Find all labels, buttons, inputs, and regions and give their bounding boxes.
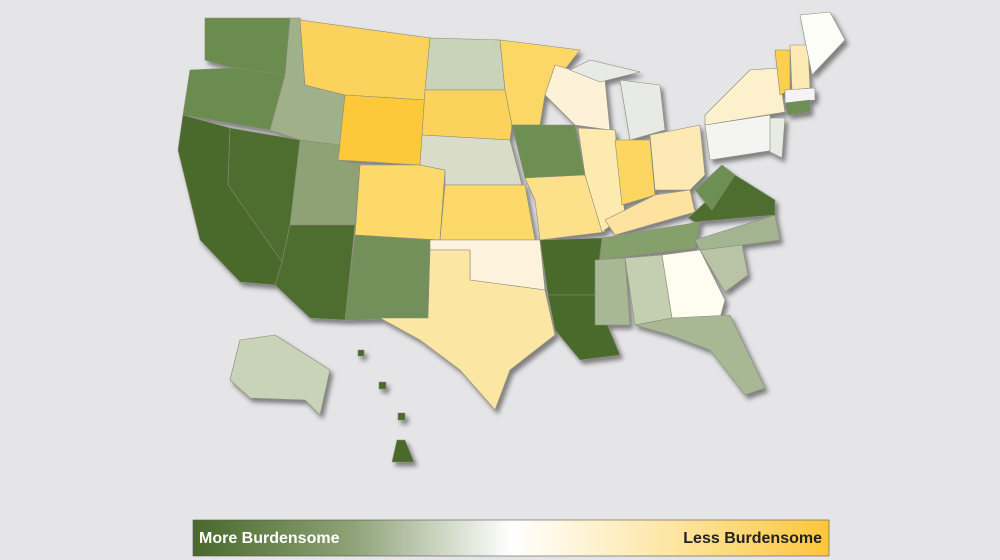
state: [524, 174, 606, 241]
state: [274, 224, 356, 321]
state: [614, 139, 656, 206]
state: [204, 17, 291, 76]
state: [569, 59, 641, 83]
state: [599, 221, 701, 261]
state: [357, 349, 365, 357]
state: [539, 237, 603, 296]
state: [799, 11, 846, 76]
state: [649, 124, 706, 191]
state: [694, 214, 781, 251]
legend-gradient: [192, 519, 830, 557]
state: [784, 87, 816, 104]
state: [619, 79, 666, 141]
state: [379, 249, 556, 411]
state: [421, 89, 513, 141]
state: [789, 44, 811, 91]
legend-right-label: Less Burdensome: [683, 530, 822, 547]
us-states: [177, 11, 846, 463]
state: [424, 37, 506, 91]
state: [397, 412, 406, 421]
state: [354, 164, 446, 241]
state: [439, 184, 536, 241]
state: [694, 164, 736, 211]
state: [229, 334, 331, 416]
state: [769, 117, 786, 159]
state: [378, 381, 387, 390]
state: [391, 439, 415, 463]
state: [784, 99, 811, 116]
legend-left-label: More Burdensome: [199, 530, 340, 547]
state: [344, 234, 431, 321]
state: [661, 249, 726, 319]
state: [511, 124, 586, 179]
state: [547, 294, 621, 361]
state: [604, 189, 696, 236]
state: [594, 257, 631, 326]
state: [299, 19, 431, 101]
state: [687, 174, 776, 223]
state: [634, 314, 766, 396]
state: [704, 67, 786, 126]
state: [337, 94, 426, 166]
